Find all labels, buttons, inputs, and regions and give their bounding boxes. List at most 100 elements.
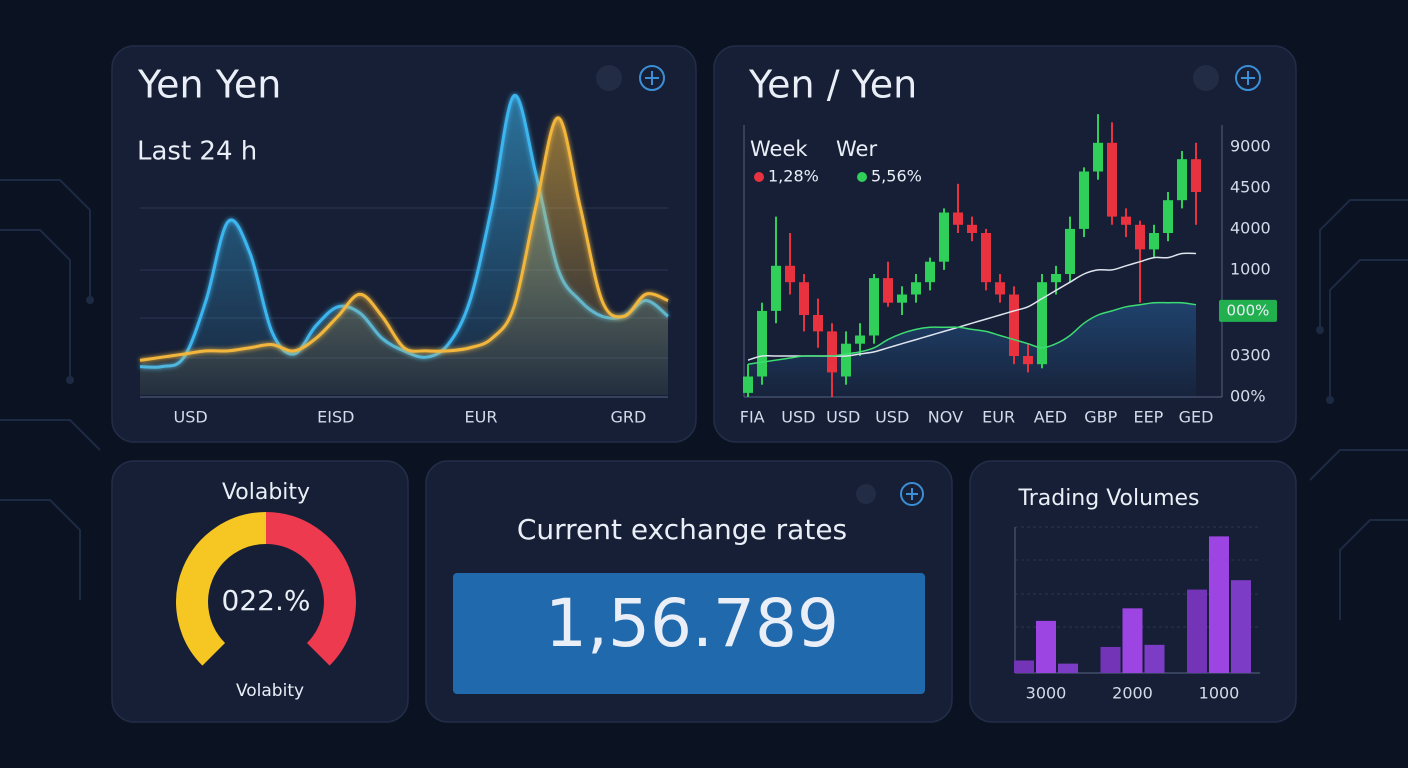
x-tick-label: EUR xyxy=(465,408,498,427)
candle-body xyxy=(1051,274,1061,283)
line-series xyxy=(139,116,669,362)
y-tick-label: 4500 xyxy=(1230,177,1271,196)
candle-body xyxy=(869,278,879,336)
x-tick-label: FIA xyxy=(740,408,765,427)
legend-value: 5,56% xyxy=(871,167,922,186)
add-button[interactable] xyxy=(900,482,924,506)
rate-title: Current exchange rates xyxy=(517,513,847,546)
candle-body xyxy=(1037,282,1047,365)
bar xyxy=(1014,660,1034,673)
price-label: 000% xyxy=(1227,301,1270,319)
gauge-arc xyxy=(176,512,267,666)
ma-area xyxy=(748,302,1196,397)
legend-value: 1,28% xyxy=(768,167,819,186)
gauge-arc xyxy=(265,512,356,666)
candle-body xyxy=(883,278,893,303)
line-area xyxy=(140,117,668,396)
y-tick-label: 00% xyxy=(1230,387,1266,406)
add-icon xyxy=(906,488,918,500)
candle-body xyxy=(1163,200,1173,233)
legend-dot xyxy=(754,172,764,182)
candle-body xyxy=(1149,233,1159,250)
bar xyxy=(1058,663,1078,673)
bar xyxy=(1144,644,1165,673)
gauge-label: 022.% xyxy=(222,584,311,617)
candle-body xyxy=(1135,224,1145,250)
add-icon xyxy=(1241,71,1255,85)
legend-dot xyxy=(857,172,867,182)
rate-value: 1,56.789 xyxy=(545,585,839,662)
y-tick-label: 0300 xyxy=(1230,346,1271,365)
chart-title: Trading Volumes xyxy=(1018,486,1200,511)
x-tick-label: GED xyxy=(1179,408,1214,427)
x-tick-label: 3000 xyxy=(1026,684,1067,703)
x-tick-label: 2000 xyxy=(1112,684,1153,703)
candle-body xyxy=(967,224,977,233)
candle-body xyxy=(813,315,823,332)
chart-title: Yen Yen xyxy=(137,63,281,107)
menu-dot[interactable] xyxy=(1193,65,1219,91)
x-tick-label: AED xyxy=(1034,408,1067,427)
x-tick-label: EEP xyxy=(1133,408,1163,427)
candle-body xyxy=(1121,216,1131,225)
bar xyxy=(1231,580,1251,673)
candle-body xyxy=(995,282,1005,295)
add-icon xyxy=(645,71,659,85)
y-tick-label: 9000 xyxy=(1230,136,1271,155)
y-tick-label: 1000 xyxy=(1230,259,1271,278)
legend-label: Week xyxy=(750,137,808,161)
x-tick-label: GRD xyxy=(610,408,646,427)
chart-subtitle: Last 24 h xyxy=(137,137,257,167)
candle-body xyxy=(827,331,837,373)
x-tick-label: USD xyxy=(781,408,815,427)
candle-body xyxy=(981,233,991,283)
price-badge xyxy=(1219,299,1277,322)
x-tick-label: EUR xyxy=(982,408,1015,427)
candle-body xyxy=(1107,142,1117,217)
bar xyxy=(1122,608,1143,673)
candle-body xyxy=(1065,228,1075,274)
candle-body xyxy=(1009,294,1019,356)
rate-box xyxy=(453,573,925,694)
x-tick-label: GBP xyxy=(1084,408,1117,427)
x-tick-label: USD xyxy=(174,408,208,427)
candle-body xyxy=(939,212,949,262)
y-tick-label: 4000 xyxy=(1230,218,1271,237)
menu-dot[interactable] xyxy=(596,65,622,91)
background-circuits xyxy=(0,179,1408,620)
bar xyxy=(1100,646,1121,673)
candle-body xyxy=(1177,159,1187,201)
candle-body xyxy=(1079,171,1089,229)
bar xyxy=(1036,620,1056,673)
gauge-caption: Volabity xyxy=(236,681,304,701)
bar xyxy=(1187,589,1207,673)
x-tick-label: 1000 xyxy=(1199,684,1240,703)
candle-body xyxy=(911,282,921,295)
chart-title: Yen / Yen xyxy=(748,63,917,107)
add-button[interactable] xyxy=(639,65,665,91)
candle-body xyxy=(1023,356,1033,365)
candle-body xyxy=(1093,142,1103,172)
x-tick-label: EISD xyxy=(317,408,354,427)
candle-body xyxy=(743,376,753,393)
menu-dot[interactable] xyxy=(856,484,876,504)
candle-body xyxy=(953,212,963,225)
candle-body xyxy=(771,265,781,311)
x-tick-label: USD xyxy=(875,408,909,427)
x-tick-label: USD xyxy=(826,408,860,427)
candle-body xyxy=(799,282,809,315)
candle-body xyxy=(1191,159,1201,192)
candle-body xyxy=(841,343,851,377)
candle-body xyxy=(785,265,795,283)
candle-body xyxy=(897,294,907,303)
ma-line xyxy=(747,301,1197,365)
add-button[interactable] xyxy=(1235,65,1261,91)
gauge-title: Volabity xyxy=(222,480,310,505)
candle-body xyxy=(925,261,935,283)
candle-body xyxy=(855,335,865,344)
x-tick-label: NOV xyxy=(928,408,963,427)
panel-icons[interactable] xyxy=(596,65,1261,506)
candle-body xyxy=(757,310,767,377)
